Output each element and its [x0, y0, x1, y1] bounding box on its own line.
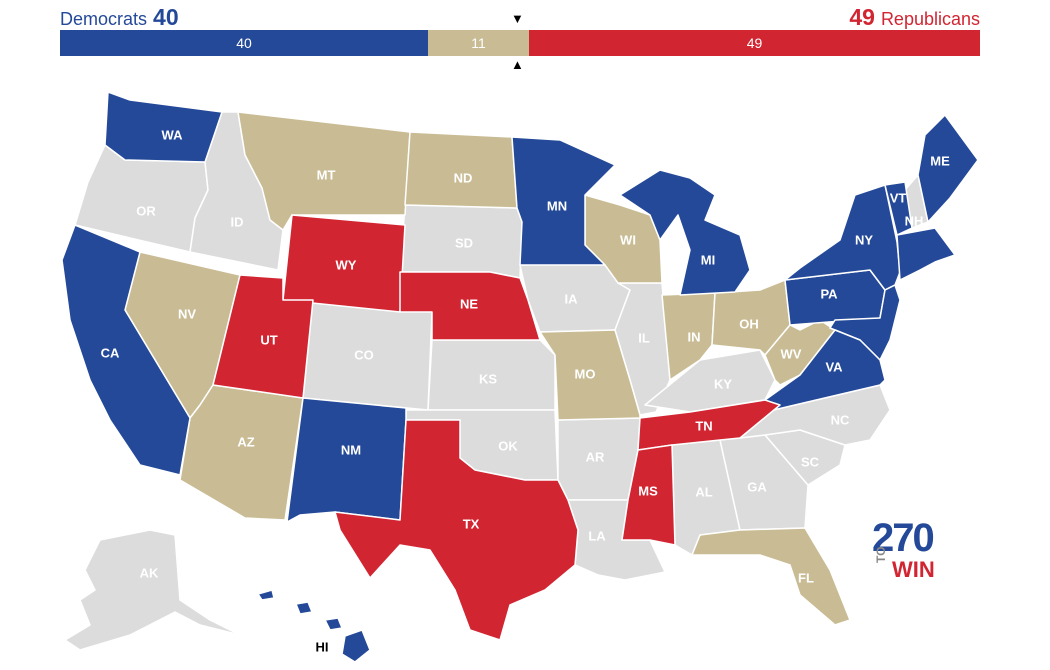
label-nh: NH	[905, 213, 924, 228]
state-ak[interactable]	[64, 529, 241, 651]
rep-segment: 49	[529, 30, 980, 56]
label-wy: WY	[336, 257, 357, 272]
state-mi[interactable]	[619, 169, 751, 296]
state-ma-ct-ri[interactable]	[896, 227, 956, 281]
label-ar: AR	[586, 449, 605, 464]
label-nd: ND	[454, 170, 473, 185]
label-me: ME	[930, 153, 950, 168]
label-mo: MO	[575, 366, 596, 381]
state-nc[interactable]	[739, 384, 891, 446]
label-mi: MI	[701, 252, 715, 267]
logo-number: 270	[872, 516, 935, 560]
state-ut[interactable]	[212, 274, 314, 399]
label-mt: MT	[317, 167, 336, 182]
label-nv: NV	[178, 306, 196, 321]
state-nm[interactable]	[286, 397, 407, 523]
logo-to: TO	[874, 546, 888, 563]
state-wa[interactable]	[104, 91, 223, 163]
state-ne[interactable]	[399, 271, 541, 341]
republicans-label: Republicans	[880, 9, 980, 29]
label-wv: WV	[781, 346, 802, 361]
state-fl[interactable]	[691, 527, 851, 626]
label-in: IN	[688, 329, 701, 344]
label-or: OR	[136, 203, 156, 218]
state-me[interactable]	[917, 114, 979, 223]
results-header: Democrats 40 49 Republicans ▼ 40 11 49 ▲	[0, 0, 1050, 80]
logo-win: WIN	[892, 557, 935, 582]
label-ny: NY	[855, 232, 873, 247]
state-mo[interactable]	[539, 329, 641, 421]
label-fl: FL	[798, 570, 814, 585]
label-tx: TX	[463, 516, 480, 531]
label-id: ID	[231, 214, 244, 229]
label-vt: VT	[890, 190, 907, 205]
label-co: CO	[354, 347, 374, 362]
label-ky: KY	[714, 376, 732, 391]
democrats-total: Democrats 40	[60, 5, 179, 31]
state-tx[interactable]	[334, 419, 579, 641]
label-tn: TN	[695, 418, 712, 433]
republicans-total: 49 Republicans	[849, 5, 980, 31]
label-la: LA	[588, 528, 606, 543]
state-va[interactable]	[764, 329, 886, 413]
state-mn[interactable]	[511, 136, 616, 266]
label-sd: SD	[455, 235, 473, 250]
label-ia: IA	[565, 291, 579, 306]
seat-balance-bar: 40 11 49	[60, 30, 980, 56]
label-ca: CA	[101, 345, 120, 360]
label-ms: MS	[638, 483, 658, 498]
dem-segment: 40	[60, 30, 428, 56]
label-nc: NC	[831, 412, 850, 427]
label-sc: SC	[801, 454, 820, 469]
majority-marker-down-icon: ▼	[511, 11, 524, 26]
us-senate-map: WA OR CA ID NV MT WY UT AZ CO NM ND SD N…	[61, 91, 979, 663]
tossup-segment: 11	[428, 30, 529, 56]
state-vt[interactable]	[884, 181, 913, 236]
label-ga: GA	[747, 479, 767, 494]
label-wa: WA	[162, 127, 184, 142]
label-ks: KS	[479, 371, 497, 386]
state-nj-de-md[interactable]	[829, 284, 901, 361]
majority-marker-up-icon: ▲	[511, 57, 524, 72]
label-hi: HI	[316, 639, 329, 654]
label-mn: MN	[547, 198, 567, 213]
democrats-label: Democrats	[60, 9, 148, 29]
270towin-logo[interactable]: 270 TO WIN	[872, 518, 952, 588]
democrats-count: 40	[153, 4, 179, 30]
label-ok: OK	[498, 438, 518, 453]
label-oh: OH	[739, 316, 759, 331]
state-hi[interactable]	[257, 589, 371, 663]
label-az: AZ	[237, 434, 254, 449]
label-wi: WI	[620, 232, 636, 247]
label-va: VA	[825, 359, 843, 374]
label-il: IL	[638, 330, 650, 345]
label-ne: NE	[460, 296, 478, 311]
state-ca[interactable]	[61, 224, 191, 476]
republicans-count: 49	[849, 4, 875, 30]
label-ut: UT	[260, 332, 277, 347]
state-ms[interactable]	[621, 444, 676, 546]
label-nm: NM	[341, 442, 361, 457]
label-ak: AK	[140, 565, 159, 580]
label-al: AL	[695, 484, 712, 499]
label-pa: PA	[820, 286, 838, 301]
